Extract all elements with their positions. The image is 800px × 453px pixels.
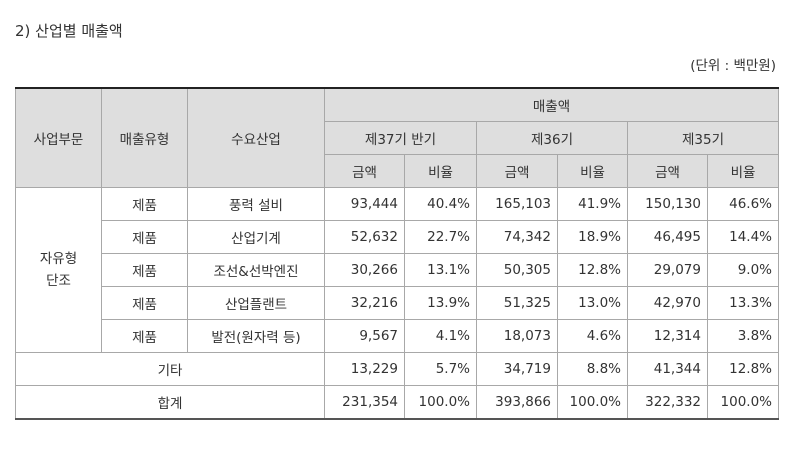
segment-label-line1: 자유형 (39, 251, 78, 267)
amount-cell: 30,266 (324, 253, 405, 287)
ratio-cell: 13.9% (404, 286, 477, 320)
industry-cell: 조선&선박엔진 (187, 253, 325, 287)
ratio-cell: 41.9% (557, 187, 628, 221)
amount-cell: 393,866 (476, 385, 558, 420)
table-row: 자유형 단조 제품 풍력 설비 93,444 40.4% 165,103 41.… (15, 187, 780, 353)
header-row-1: 사업부문 매출유형 수요산업 매출액 (15, 87, 780, 188)
header-period-36: 제36기 (476, 121, 628, 155)
header-ratio: 비율 (557, 154, 628, 188)
amount-cell: 93,444 (324, 187, 405, 221)
ratio-cell: 3.8% (706, 319, 780, 353)
industry-cell: 산업플랜트 (187, 286, 325, 320)
amount-cell: 231,354 (324, 385, 405, 420)
ratio-cell: 100.0% (706, 385, 780, 420)
amount-cell: 29,079 (627, 253, 708, 287)
ratio-cell: 12.8% (706, 352, 780, 386)
header-period-37: 제37기 반기 (324, 121, 477, 155)
amount-cell: 18,073 (476, 319, 558, 353)
amount-cell: 50,305 (476, 253, 558, 287)
amount-cell: 46,495 (627, 220, 708, 254)
table-row: 제품 산업플랜트 32,216 13.9% 51,325 13.0% 42,97… (16, 286, 780, 320)
header-amount: 금액 (324, 154, 405, 188)
header-demand-industry: 수요산업 (187, 87, 325, 188)
sales-type-cell: 제품 (101, 220, 188, 254)
unit-label: (단위 : 백만원) (690, 58, 776, 74)
header-row-2: 제37기 반기 제36기 제35기 (16, 121, 780, 155)
amount-cell: 165,103 (476, 187, 558, 221)
header-ratio: 비율 (706, 154, 780, 188)
sales-by-industry-table: 사업부문 매출유형 수요산업 매출액 제37기 반기 제36기 제35기 금액 … (15, 87, 780, 420)
ratio-cell: 12.8% (557, 253, 628, 287)
header-amount: 금액 (627, 154, 708, 188)
amount-cell: 32,216 (324, 286, 405, 320)
header-period-35: 제35기 (626, 121, 780, 155)
header-row-3: 금액 비율 금액 비율 금액 비율 (16, 154, 780, 188)
ratio-cell: 22.7% (404, 220, 477, 254)
amount-cell: 74,342 (476, 220, 558, 254)
ratio-cell: 4.6% (557, 319, 628, 353)
industry-cell: 발전(원자력 등) (187, 319, 325, 353)
industry-cell: 산업기계 (187, 220, 325, 254)
other-row: 기타 13,229 5.7% 34,719 8.8% 41,344 12.8% (15, 352, 780, 386)
amount-cell: 12,314 (627, 319, 708, 353)
sales-type-cell: 제품 (101, 253, 188, 287)
amount-cell: 41,344 (627, 352, 708, 386)
ratio-cell: 5.7% (404, 352, 477, 386)
total-row: 합계 231,354 100.0% 393,866 100.0% 322,332… (15, 385, 780, 420)
ratio-cell: 8.8% (557, 352, 628, 386)
ratio-cell: 46.6% (706, 187, 780, 221)
header-sales: 매출액 (323, 87, 780, 122)
ratio-cell: 18.9% (557, 220, 628, 254)
amount-cell: 34,719 (476, 352, 558, 386)
amount-cell: 322,332 (627, 385, 708, 420)
sales-type-cell: 제품 (101, 286, 188, 320)
ratio-cell: 13.0% (557, 286, 628, 320)
table-row: 제품 조선&선박엔진 30,266 13.1% 50,305 12.8% 29,… (16, 253, 780, 287)
ratio-cell: 4.1% (404, 319, 477, 353)
section-title: 2) 산업별 매출액 (15, 22, 123, 40)
amount-cell: 150,130 (627, 187, 708, 221)
amount-cell: 42,970 (627, 286, 708, 320)
ratio-cell: 100.0% (557, 385, 628, 420)
sales-type-cell: 제품 (101, 319, 188, 353)
ratio-cell: 13.3% (706, 286, 780, 320)
total-label: 합계 (15, 385, 325, 420)
header-amount: 금액 (476, 154, 558, 188)
header-segment: 사업부문 (15, 87, 102, 188)
ratio-cell: 13.1% (404, 253, 477, 287)
amount-cell: 13,229 (324, 352, 405, 386)
industry-cell: 풍력 설비 (187, 187, 325, 221)
amount-cell: 51,325 (476, 286, 558, 320)
amount-cell: 52,632 (324, 220, 405, 254)
header-sales-type: 매출유형 (101, 87, 188, 188)
segment-label-line2: 단조 (46, 273, 71, 289)
ratio-cell: 40.4% (404, 187, 477, 221)
table-row: 제품 산업기계 52,632 22.7% 74,342 18.9% 46,495… (16, 220, 780, 254)
sales-type-cell: 제품 (101, 187, 188, 221)
ratio-cell: 100.0% (404, 385, 477, 420)
table-row: 제품 발전(원자력 등) 9,567 4.1% 18,073 4.6% 12,3… (16, 319, 780, 353)
ratio-cell: 14.4% (706, 220, 780, 254)
header-ratio: 비율 (404, 154, 477, 188)
other-label: 기타 (15, 352, 325, 386)
ratio-cell: 9.0% (706, 253, 780, 287)
segment-cell: 자유형 단조 (15, 187, 102, 353)
amount-cell: 9,567 (324, 319, 405, 353)
